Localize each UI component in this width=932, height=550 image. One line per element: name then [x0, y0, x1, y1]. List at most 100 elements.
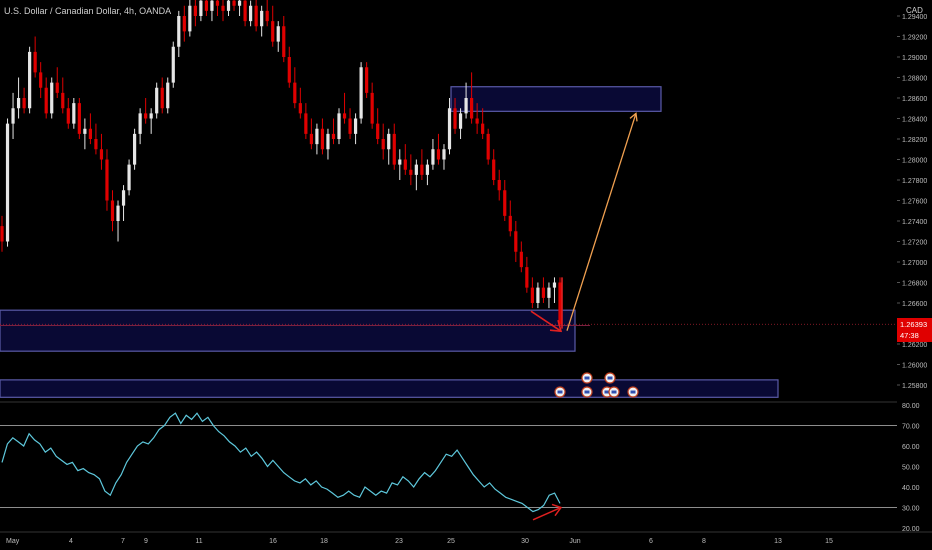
economic-event-icon[interactable] [604, 372, 616, 384]
rsi-tick-label: 50.00 [902, 465, 920, 472]
rsi-tick-label: 60.00 [902, 444, 920, 451]
candle-body [337, 113, 341, 139]
rsi-tick-label: 80.00 [902, 403, 920, 410]
candle-body [138, 113, 142, 134]
candle-body [387, 133, 391, 150]
price-tick-label: 1.28400 [902, 117, 927, 124]
candle-body [243, 0, 247, 22]
price-tick-label: 1.26600 [902, 301, 927, 308]
price-tick-label: 1.28800 [902, 76, 927, 83]
candle-body [458, 113, 463, 129]
candle-body [265, 10, 269, 22]
candle-body [331, 133, 336, 139]
candle-body [453, 108, 457, 129]
time-tick-label: 6 [649, 538, 653, 545]
candle-body [5, 123, 10, 242]
candle-body [403, 159, 407, 170]
candle-body [282, 26, 286, 57]
bearish-divergence-arrow [530, 310, 562, 332]
rsi-tick-label: 20.00 [902, 526, 920, 533]
price-tick-label: 1.28600 [902, 96, 927, 103]
price-tick-label: 1.29400 [902, 14, 927, 21]
candle-body [155, 87, 159, 114]
economic-event-icon[interactable] [554, 386, 566, 398]
price-tick-label: 1.27800 [902, 178, 927, 185]
economic-event-icon[interactable] [581, 372, 593, 384]
candle-body [425, 164, 430, 175]
candle-body [160, 87, 164, 109]
price-tick-label: 1.27400 [902, 219, 927, 226]
bearish-divergence-arrowhead [549, 319, 563, 333]
price-tick-label: 1.26000 [902, 363, 927, 370]
event-flag-stripe [611, 390, 617, 394]
candle-body [315, 128, 319, 145]
candle-body [342, 113, 347, 119]
time-tick-label: 11 [195, 538, 202, 545]
candle-body [365, 67, 369, 93]
event-icons[interactable] [554, 372, 639, 398]
time-axis: May 4 7 9 11 16 18 23 25 30 Jun 6 8 13 15 [0, 531, 932, 545]
rsi-pane [0, 401, 932, 521]
candle-body [276, 26, 280, 42]
overlays-layer [0, 112, 897, 333]
time-tick-label: 18 [320, 538, 328, 545]
candle-body [99, 149, 104, 160]
candle-body [536, 287, 540, 303]
last-price-badge: 1.26393 47:38 [897, 318, 932, 342]
candle-body [530, 287, 534, 303]
time-tick-label: 15 [825, 538, 833, 545]
countdown-timer: 47:38 [900, 331, 919, 340]
candle-body [409, 169, 413, 175]
time-tick-label: 7 [121, 538, 125, 545]
candle-body [199, 0, 203, 16]
candle-body [22, 98, 26, 109]
candle-body [11, 108, 15, 124]
price-tick-label: 1.29200 [902, 35, 927, 42]
candle-body [431, 149, 435, 165]
candle-body [210, 0, 214, 11]
candle-body [132, 133, 137, 165]
candle-body [398, 159, 402, 165]
candle-body [116, 205, 120, 221]
price-tick-label: 1.28000 [902, 158, 927, 165]
candle-body [171, 46, 175, 83]
candles-layer [0, 0, 562, 329]
candle-body [149, 113, 153, 119]
candle-body [94, 139, 98, 150]
price-tick-label: 1.27200 [902, 240, 927, 247]
candle-body [287, 57, 291, 83]
bullish-divergence-arrow [532, 506, 562, 521]
candle-body [166, 82, 170, 109]
candle-body [28, 51, 32, 109]
event-flag-stripe [630, 390, 636, 394]
candle-body [447, 108, 452, 150]
candle-body [237, 0, 242, 6]
candle-body [193, 5, 197, 16]
candle-body [298, 103, 302, 114]
economic-event-icon[interactable] [608, 386, 620, 398]
candle-body [44, 87, 48, 114]
economic-event-icon[interactable] [627, 386, 639, 398]
candle-body [110, 200, 115, 221]
candle-body [105, 159, 109, 201]
candle-body [481, 123, 485, 134]
candle-body [442, 149, 446, 160]
candle-body [177, 16, 181, 47]
candle-body [486, 133, 490, 160]
time-tick-label: 9 [144, 538, 148, 545]
price-tick-label: 1.28200 [902, 137, 927, 144]
supply-zone-upper [450, 86, 662, 112]
candle-body [144, 113, 148, 119]
projection-arrow-head [629, 112, 638, 122]
candle-body [392, 133, 396, 165]
demand-zone-lower [0, 379, 779, 398]
candle-body [33, 51, 37, 73]
candle-body [464, 98, 468, 114]
candle-body [309, 133, 313, 145]
price-tick-label: 1.25800 [902, 383, 927, 390]
candle-body [475, 118, 479, 124]
candle-body [381, 139, 385, 150]
candle-body [420, 164, 424, 175]
economic-event-icon[interactable] [581, 386, 593, 398]
